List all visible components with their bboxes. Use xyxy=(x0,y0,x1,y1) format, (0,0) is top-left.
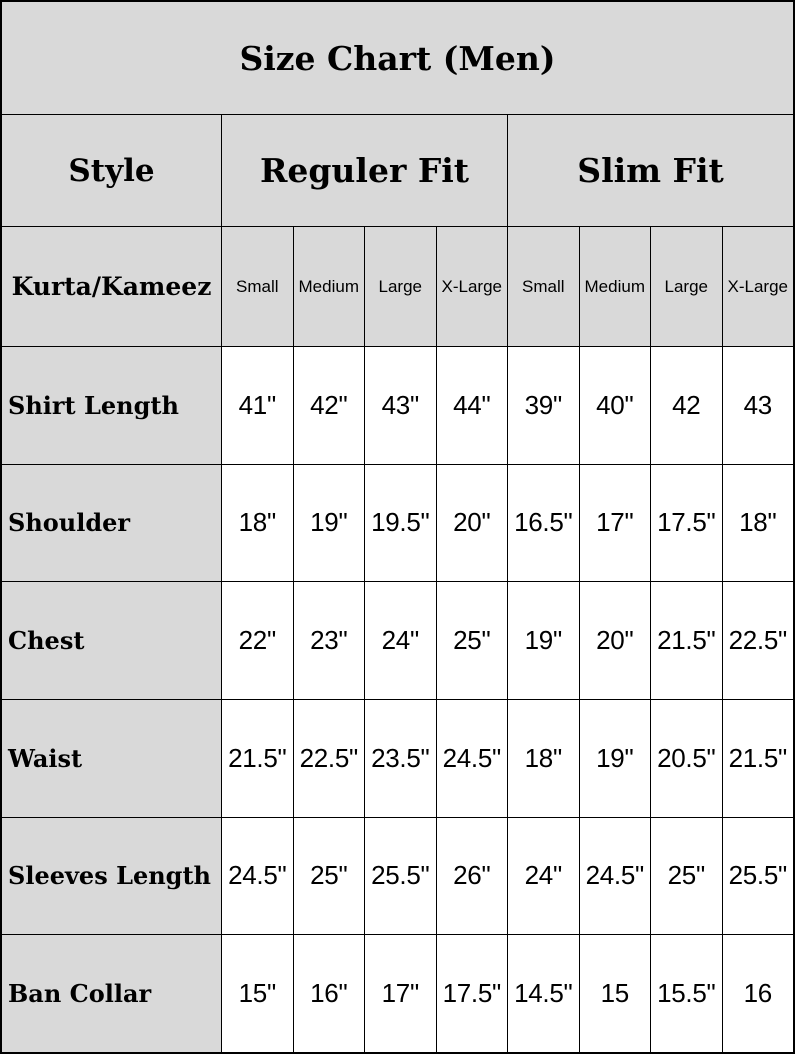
measurement-cell: 42" xyxy=(293,347,364,464)
measurement-cell: 39" xyxy=(508,347,579,464)
measurement-cell: 18" xyxy=(508,699,579,817)
size-header: X-Large xyxy=(436,227,507,346)
measurement-cell: 41" xyxy=(222,347,293,464)
measurement-cell: 17.5" xyxy=(651,464,722,582)
measurement-cell: 21.5" xyxy=(222,699,293,817)
measurement-cell: 43 xyxy=(722,347,793,464)
size-header: X-Large xyxy=(722,227,793,346)
measurement-cell: 20" xyxy=(436,464,507,582)
measurement-cell: 17" xyxy=(365,935,436,1052)
size-header: Medium xyxy=(579,227,650,346)
measurement-cell: 43" xyxy=(365,347,436,464)
measurement-cell: 22" xyxy=(222,582,293,699)
measurement-cell: 16 xyxy=(722,935,793,1052)
measurement-cell: 18" xyxy=(222,464,293,582)
measurement-cell: 19" xyxy=(508,582,579,699)
measurement-cell: 19.5" xyxy=(365,464,436,582)
measurement-cell: 25.5" xyxy=(722,817,793,935)
size-header: Small xyxy=(222,227,293,346)
measurement-cell: 24.5" xyxy=(222,817,293,935)
measurement-cell: 24.5" xyxy=(579,817,650,935)
measurement-cell: 16" xyxy=(293,935,364,1052)
size-header: Large xyxy=(651,227,722,346)
measurement-cell: 16.5" xyxy=(508,464,579,582)
slim-fit-header: Slim Fit xyxy=(508,115,793,226)
measurement-cell: 20" xyxy=(579,582,650,699)
measurement-cell: 19" xyxy=(293,464,364,582)
measurement-label: Shirt Length xyxy=(2,347,221,464)
measurement-cell: 23.5" xyxy=(365,699,436,817)
size-header: Large xyxy=(365,227,436,346)
measurement-label: Waist xyxy=(2,699,221,817)
measurement-cell: 22.5" xyxy=(722,582,793,699)
measurement-cell: 23" xyxy=(293,582,364,699)
measurement-cell: 15 xyxy=(579,935,650,1052)
style-header: Style xyxy=(2,115,221,226)
measurement-cell: 22.5" xyxy=(293,699,364,817)
measurement-cell: 42 xyxy=(651,347,722,464)
measurement-cell: 18" xyxy=(722,464,793,582)
measurement-cell: 24" xyxy=(508,817,579,935)
measurement-cell: 19" xyxy=(579,699,650,817)
measurement-cell: 21.5" xyxy=(722,699,793,817)
garment-header: Kurta/Kameez xyxy=(2,227,221,346)
table-title: Size Chart (Men) xyxy=(2,2,793,114)
measurement-cell: 14.5" xyxy=(508,935,579,1052)
measurement-cell: 17" xyxy=(579,464,650,582)
measurement-cell: 26" xyxy=(436,817,507,935)
measurement-cell: 44" xyxy=(436,347,507,464)
measurement-cell: 25" xyxy=(436,582,507,699)
measurement-cell: 20.5" xyxy=(651,699,722,817)
regular-fit-header: Reguler Fit xyxy=(222,115,507,226)
measurement-cell: 40" xyxy=(579,347,650,464)
measurement-cell: 24.5" xyxy=(436,699,507,817)
measurement-cell: 21.5" xyxy=(651,582,722,699)
measurement-cell: 17.5" xyxy=(436,935,507,1052)
size-header: Small xyxy=(508,227,579,346)
size-header: Medium xyxy=(293,227,364,346)
measurement-cell: 15.5" xyxy=(651,935,722,1052)
measurement-cell: 25" xyxy=(293,817,364,935)
measurement-cell: 25" xyxy=(651,817,722,935)
measurement-label: Chest xyxy=(2,582,221,699)
measurement-cell: 15" xyxy=(222,935,293,1052)
measurement-label: Sleeves Length xyxy=(2,817,221,935)
measurement-label: Shoulder xyxy=(2,464,221,582)
measurement-label: Ban Collar xyxy=(2,935,221,1052)
measurement-cell: 25.5" xyxy=(365,817,436,935)
measurement-cell: 24" xyxy=(365,582,436,699)
